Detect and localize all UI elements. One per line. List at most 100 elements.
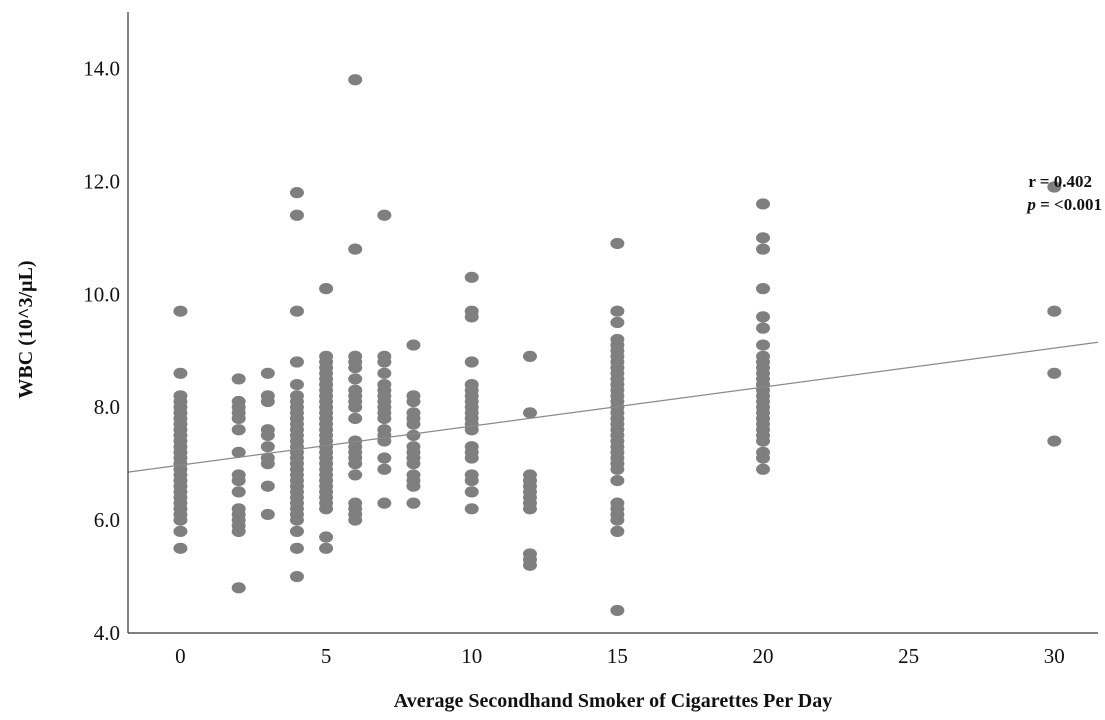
- data-point: [289, 356, 304, 368]
- data-point: [756, 339, 771, 351]
- data-point: [756, 322, 771, 334]
- y-tick-label: 14.0: [83, 56, 120, 80]
- x-tick-label: 10: [461, 644, 482, 668]
- data-point: [464, 486, 479, 498]
- data-point: [464, 452, 479, 464]
- data-point: [756, 283, 771, 295]
- data-point: [522, 407, 537, 419]
- data-point: [377, 209, 392, 221]
- data-point: [1047, 367, 1062, 379]
- data-point: [406, 429, 421, 442]
- data-point: [173, 514, 188, 526]
- data-point: [289, 305, 304, 317]
- data-point: [348, 514, 363, 526]
- data-point: [289, 187, 304, 199]
- y-axis-title: WBC (10^3/µL): [15, 260, 37, 398]
- regression-line: [127, 341, 1099, 473]
- data-point: [377, 367, 392, 379]
- data-point: [756, 463, 771, 475]
- data-point: [406, 480, 421, 492]
- data-point: [348, 458, 363, 470]
- data-point: [348, 412, 363, 425]
- data-point: [464, 503, 479, 515]
- data-point: [289, 379, 304, 391]
- data-point: [260, 441, 275, 453]
- data-point: [231, 582, 246, 594]
- data-point: [260, 458, 275, 470]
- data-point: [348, 74, 363, 86]
- data-point: [406, 458, 421, 470]
- data-point: [289, 209, 304, 221]
- data-point: [173, 367, 188, 379]
- data-point: [231, 486, 246, 498]
- data-points: [173, 74, 1062, 617]
- data-point: [1047, 435, 1062, 447]
- x-tick-label: 15: [607, 644, 628, 668]
- data-point: [348, 373, 363, 385]
- data-point: [260, 508, 275, 521]
- data-point: [610, 525, 625, 537]
- y-tick-label: 4.0: [94, 621, 120, 645]
- data-point: [377, 497, 392, 509]
- data-point: [260, 395, 275, 408]
- data-point: [231, 446, 246, 458]
- correlation-r-label: r = 0.402: [1028, 172, 1092, 191]
- data-point: [289, 525, 304, 537]
- data-point: [260, 429, 275, 442]
- data-point: [377, 356, 392, 368]
- y-tick-label: 6.0: [94, 508, 120, 532]
- p-value-text: = <0.001: [1036, 195, 1102, 214]
- data-point: [464, 474, 479, 487]
- data-point: [464, 311, 479, 323]
- data-point: [377, 463, 392, 475]
- p-symbol: p: [1025, 195, 1036, 214]
- data-point: [260, 367, 275, 379]
- x-tick-label: 30: [1044, 644, 1065, 668]
- y-tick-label: 10.0: [83, 282, 120, 306]
- data-point: [319, 531, 334, 543]
- data-point: [319, 542, 334, 554]
- data-point: [522, 559, 537, 571]
- y-tick-label: 8.0: [94, 395, 120, 419]
- data-point: [756, 232, 771, 244]
- data-point: [289, 542, 304, 554]
- data-point: [231, 412, 246, 425]
- data-point: [231, 474, 246, 487]
- data-point: [610, 514, 625, 526]
- data-point: [406, 418, 421, 430]
- data-point: [348, 401, 363, 413]
- x-tick-labels: 0 5 10 15 20 25 30: [175, 644, 1065, 668]
- data-point: [406, 395, 421, 408]
- data-point: [1047, 305, 1062, 317]
- x-axis-title: Average Secondhand Smoker of Cigarettes …: [394, 690, 832, 712]
- data-point: [610, 237, 625, 250]
- p-value-label: p = <0.001: [1025, 195, 1102, 214]
- data-point: [464, 271, 479, 283]
- data-point: [522, 350, 537, 362]
- data-point: [406, 339, 421, 351]
- data-point: [289, 570, 304, 583]
- data-point: [756, 243, 771, 255]
- data-point: [173, 525, 188, 537]
- x-tick-label: 5: [321, 644, 332, 668]
- y-tick-labels: 4.0 6.0 8.0 10.0 12.0 14.0: [83, 56, 120, 645]
- data-point: [319, 503, 334, 515]
- x-tick-label: 25: [898, 644, 919, 668]
- data-point: [289, 514, 304, 526]
- data-point: [348, 243, 363, 255]
- data-point: [348, 469, 363, 481]
- data-point: [377, 412, 392, 425]
- data-point: [319, 283, 334, 295]
- data-point: [231, 525, 246, 537]
- data-point: [756, 435, 771, 447]
- data-point: [348, 362, 363, 374]
- data-point: [756, 198, 771, 210]
- x-tick-label: 20: [753, 644, 774, 668]
- data-point: [610, 305, 625, 317]
- data-point: [1047, 181, 1062, 193]
- data-point: [464, 356, 479, 368]
- data-point: [173, 542, 188, 554]
- data-point: [173, 305, 188, 317]
- data-point: [610, 463, 625, 475]
